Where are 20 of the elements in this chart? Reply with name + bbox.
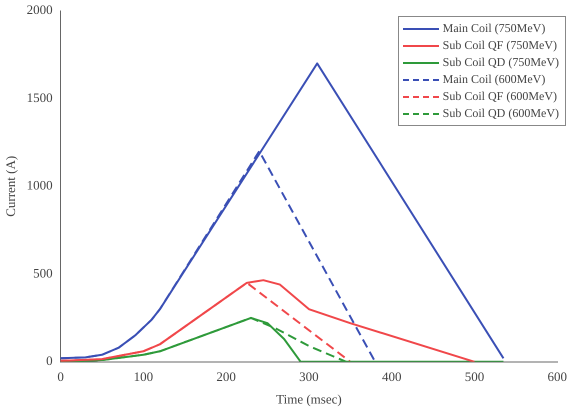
y-tick-label: 1000 (26, 178, 53, 193)
legend-label: Sub Coil QF (600MeV) (442, 88, 557, 105)
x-axis-title: Time (msec) (276, 392, 342, 407)
legend-label: Sub Coil QF (750MeV) (442, 37, 557, 54)
y-tick-label: 1500 (26, 90, 53, 105)
y-tick-label: 2000 (26, 2, 53, 18)
y-tick-label: 500 (33, 265, 53, 280)
x-tick-label: 200 (216, 369, 236, 384)
x-tick-label: 100 (134, 369, 154, 384)
legend-label: Main Coil (750MeV) (442, 20, 546, 37)
legend-label: Sub Coil QD (600MeV) (442, 105, 559, 122)
x-tick-label: 500 (464, 369, 484, 384)
x-tick-label: 0 (57, 369, 64, 384)
x-tick-label: 600 (548, 369, 567, 384)
y-axis-title: Current (A) (3, 156, 18, 217)
legend-label: Main Coil (600MeV) (442, 71, 546, 88)
legend-label: Sub Coil QD (750MeV) (442, 54, 559, 71)
x-tick-label: 400 (382, 369, 402, 384)
x-tick-label: 300 (299, 369, 319, 384)
y-tick-label: 0 (46, 353, 53, 368)
